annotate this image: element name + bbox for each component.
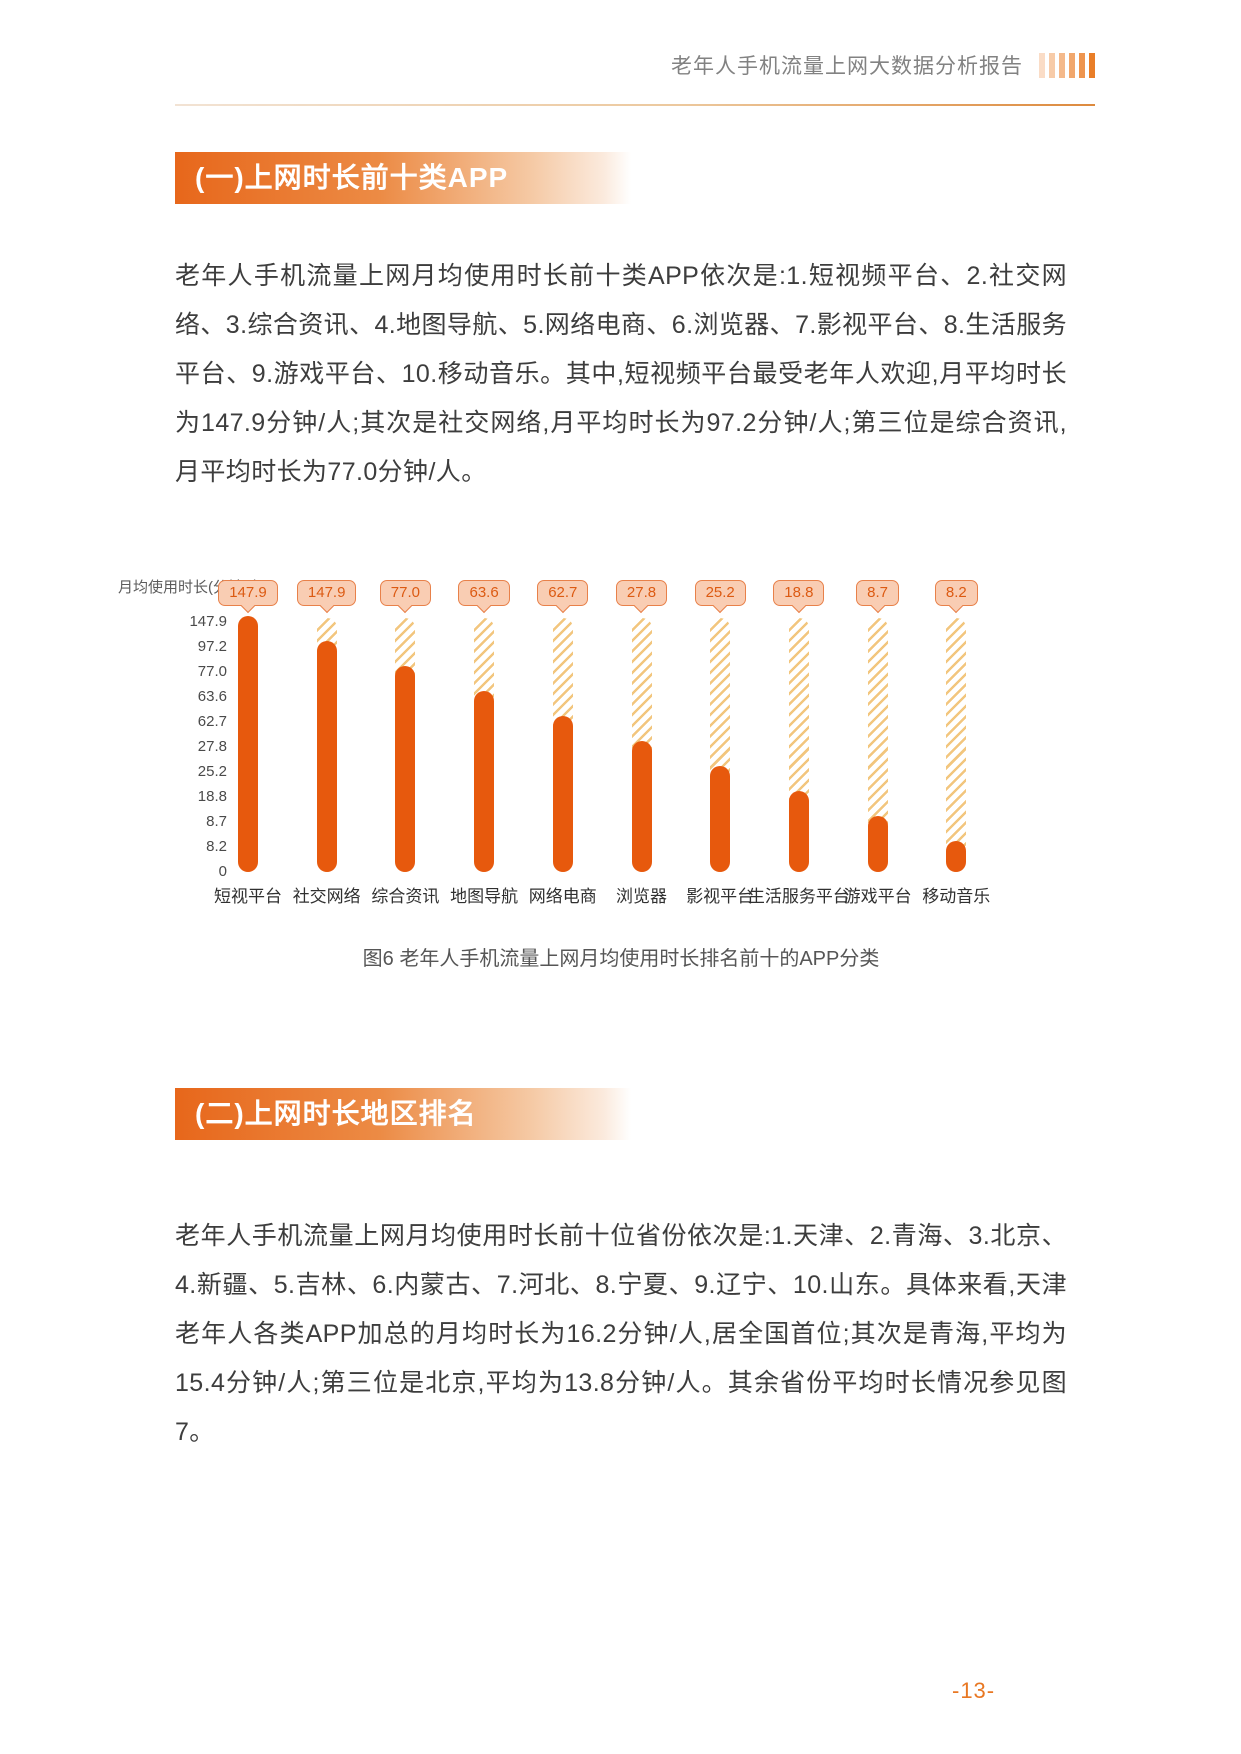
y-axis-tick: 63.6 [197,688,227,705]
bar [788,791,809,872]
section1-title: (一)上网时长前十类APP [175,152,631,204]
value-callout: 77.0 [350,580,460,606]
report-header-title: 老年人手机流量上网大数据分析报告 [671,55,1023,78]
header-divider [175,104,1095,106]
bar-hatch-ghost [395,618,416,680]
value-callout-label: 147.9 [296,580,357,606]
value-callout-label: 8.2 [934,580,978,606]
x-axis-label: 移动音乐 [922,887,991,906]
bar [552,716,573,872]
bar-glyph [1079,53,1085,78]
bar-glyph [1069,53,1075,78]
value-callout: 8.7 [823,580,933,606]
page-number: -13- [952,1678,996,1703]
bar [710,766,731,872]
bar-chart: 月均使用时长(分钟/人) 147.9 97.2 77.0 63.6 62.7 27.8 25… [110,570,1110,930]
x-axis-label: 短视平台 [214,887,282,906]
orange-bars-icon [1039,52,1095,78]
y-axis-tick: 147.9 [189,613,227,630]
value-callout-label: 27.8 [615,580,668,606]
y-axis-tick: 0 [218,863,227,880]
bar [946,841,967,872]
value-callout-label: 8.7 [856,580,900,606]
bar-hatch-ghost [867,618,888,830]
bar-glyph [1059,53,1065,78]
y-axis-tick: 77.0 [197,663,227,680]
bar-hatch-ghost [631,618,652,755]
x-axis-label: 游戏平台 [843,887,912,906]
y-axis-tick: 18.8 [197,788,227,805]
section2-title: (二)上网时长地区排名 [175,1088,631,1140]
bar [395,666,416,872]
bar-hatch-ghost [710,618,731,780]
x-axis-label: 浏览器 [616,887,667,906]
bar-hatch-ghost [788,618,809,805]
y-axis-tick: 8.2 [206,838,227,855]
x-axis-label: 影视平台 [686,887,755,906]
value-callout-label: 147.9 [218,580,278,606]
y-axis-tick: 27.8 [197,738,227,755]
value-callout: 27.8 [587,580,697,606]
value-callout: 147.9 [272,580,382,606]
value-callout: 63.6 [429,580,539,606]
y-axis-tick: 25.2 [197,763,227,780]
bar-glyph [1089,53,1095,78]
value-callout: 147.9 [193,580,303,606]
bar [316,641,337,872]
value-callout-label: 18.8 [773,580,825,606]
bar-hatch-ghost [474,618,495,705]
value-callout-label: 25.2 [694,580,746,606]
value-callout: 18.8 [744,580,854,606]
bar-glyph [1049,53,1055,78]
x-axis-label: 综合资讯 [371,887,440,906]
bar [474,691,495,872]
value-callout: 62.7 [508,580,618,606]
x-axis-label: 网络电商 [528,887,597,906]
x-axis-label: 生活服务平台 [747,887,850,906]
x-axis-label: 社交网络 [292,887,361,906]
bar [238,616,258,872]
value-callout: 8.2 [901,580,1011,606]
page-header: 老年人手机流量上网大数据分析报告 [175,50,1095,80]
value-callout-label: 62.7 [537,580,589,606]
y-axis-tick: 8.7 [206,813,227,830]
bar-hatch-ghost [946,618,967,855]
y-axis-tick: 97.2 [197,638,227,655]
value-callout-label: 63.6 [458,580,510,606]
value-callout: 25.2 [665,580,775,606]
value-callout-label: 77.0 [379,580,431,606]
bar [867,816,888,872]
bar [631,741,652,872]
bar-glyph [1039,53,1045,78]
section1-paragraph: 老年人手机流量上网月均使用时长前十类APP依次是:1.短视频平台、2.社交网络、… [175,262,1067,486]
section2-paragraph: 老年人手机流量上网月均使用时长前十位省份依次是:1.天津、2.青海、3.北京、4… [175,1222,1067,1446]
figure-caption: 图6 老年人手机流量上网月均使用时长排名前十的APP分类 [362,948,880,970]
x-axis-label: 地图导航 [450,887,519,906]
y-axis-tick: 62.7 [197,713,227,730]
bar-hatch-ghost [552,618,573,730]
